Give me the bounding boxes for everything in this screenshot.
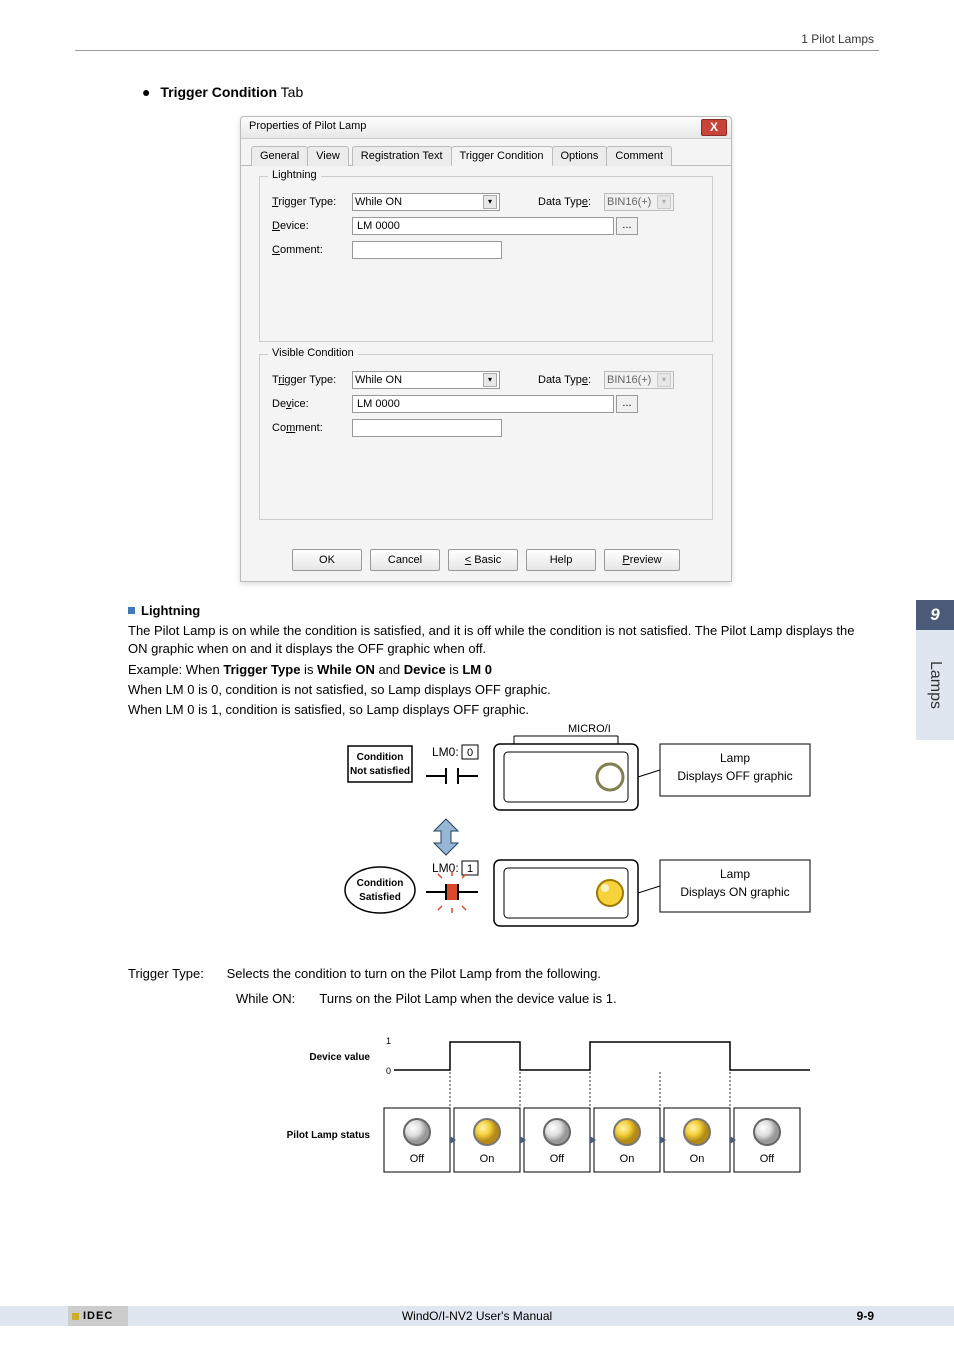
chevron-down-icon: ▾ <box>657 195 671 209</box>
device-label: Device: <box>272 220 352 232</box>
while-on-desc: Turns on the Pilot Lamp when the device … <box>319 991 616 1006</box>
svg-text:Not satisfied: Not satisfied <box>350 766 410 777</box>
svg-text:0: 0 <box>386 1066 391 1076</box>
trigger-type-dropdown-2[interactable]: While ON ▾ <box>352 371 500 389</box>
data-type-value-2: BIN16(+) <box>607 374 651 386</box>
trigger-type-dropdown[interactable]: While ON ▾ <box>352 193 500 211</box>
help-button[interactable]: Help <box>526 549 596 571</box>
svg-text:Lamp: Lamp <box>720 867 750 881</box>
footer-title: WindO/I-NV2 User's Manual <box>0 1309 954 1323</box>
svg-text:Off: Off <box>410 1153 425 1165</box>
p-example-line2: When LM 0 is 1, condition is satisfied, … <box>128 701 868 719</box>
svg-text:0: 0 <box>467 747 473 759</box>
comment-input[interactable] <box>352 241 502 259</box>
svg-text:LM0:: LM0: <box>432 861 459 875</box>
lightning-legend: Lightning <box>268 169 321 181</box>
while-on-lbl: While ON: <box>236 991 316 1006</box>
data-type-dropdown-2: BIN16(+) ▾ <box>604 371 674 389</box>
title-suffix: Tab <box>281 84 304 100</box>
condition-diagram: MICRO/I Condition Not satisfied LM0: 0 L… <box>308 720 818 950</box>
data-type-dropdown: BIN16(+) ▾ <box>604 193 674 211</box>
device-label-2: Device: <box>272 398 352 410</box>
comment-input-2[interactable] <box>352 419 502 437</box>
svg-text:Off: Off <box>760 1153 775 1165</box>
data-type-label-2: Data Type: <box>538 374 604 386</box>
svg-text:Condition: Condition <box>357 878 404 889</box>
preview-button[interactable]: Preview <box>604 549 680 571</box>
tab-registration-text[interactable]: Registration Text <box>352 146 452 166</box>
tab-options[interactable]: Options <box>552 146 608 166</box>
trigger-type-value-2: While ON <box>355 374 402 386</box>
tab-comment[interactable]: Comment <box>606 146 672 166</box>
dialog-title: Properties of Pilot Lamp <box>249 120 366 132</box>
data-type-value: BIN16(+) <box>607 196 651 208</box>
svg-text:Off: Off <box>550 1153 565 1165</box>
lightning-heading: Lightning <box>141 603 200 618</box>
lightning-fieldset: Lightning Trigger Type: While ON ▾ Data … <box>259 176 713 342</box>
trigger-type-value: While ON <box>355 196 402 208</box>
device-input[interactable] <box>352 217 614 235</box>
title-bold: Trigger Condition <box>160 84 277 100</box>
square-bullet-icon <box>128 607 135 614</box>
chevron-down-icon: ▾ <box>483 195 497 209</box>
visible-condition-fieldset: Visible Condition Trigger Type: While ON… <box>259 354 713 520</box>
tab-general[interactable]: General <box>251 146 308 166</box>
svg-text:Pilot Lamp status: Pilot Lamp status <box>287 1130 371 1141</box>
ok-button[interactable]: OK <box>292 549 362 571</box>
page-number: 9-9 <box>857 1309 874 1323</box>
close-icon[interactable]: X <box>701 119 727 136</box>
svg-text:Displays OFF graphic: Displays OFF graphic <box>677 769 792 783</box>
basic-button[interactable]: < Basic <box>448 549 518 571</box>
svg-text:Displays ON graphic: Displays ON graphic <box>680 885 789 899</box>
svg-text:Satisfied: Satisfied <box>359 892 401 903</box>
dialog-body: Lightning Trigger Type: While ON ▾ Data … <box>241 166 731 542</box>
side-tab: 9 Lamps <box>916 600 954 740</box>
p-example: Example: When Trigger Type is While ON a… <box>128 661 868 679</box>
svg-text:Device value: Device value <box>309 1052 370 1063</box>
svg-text:LM0:: LM0: <box>432 745 459 759</box>
waveform-diagram: Device value 1 0 Pilot Lamp status <box>250 1032 840 1202</box>
header-section: 1 Pilot Lamps <box>801 32 874 46</box>
p-example-line1: When LM 0 is 0, condition is not satisfi… <box>128 681 868 699</box>
trigger-type-label-2: Trigger Type: <box>272 374 352 386</box>
data-type-label: Data Type: <box>538 196 604 208</box>
properties-dialog: Properties of Pilot Lamp X General View … <box>240 116 732 582</box>
chevron-down-icon: ▾ <box>483 373 497 387</box>
svg-text:1: 1 <box>386 1036 391 1046</box>
tab-strip: General View Registration Text Trigger C… <box>241 139 731 166</box>
dialog-buttons: OK Cancel < Basic Help Preview <box>241 549 731 571</box>
visible-condition-legend: Visible Condition <box>268 347 358 359</box>
chapter-number: 9 <box>916 600 954 630</box>
chapter-label: Lamps <box>916 630 954 740</box>
p-lightning-desc: The Pilot Lamp is on while the condition… <box>128 622 868 658</box>
content-text: Lightning The Pilot Lamp is on while the… <box>128 600 868 721</box>
tab-trigger-condition[interactable]: Trigger Condition <box>451 146 553 166</box>
header-rule <box>75 50 879 51</box>
svg-text:On: On <box>480 1153 495 1165</box>
device-input-2[interactable] <box>352 395 614 413</box>
device-browse-button-2[interactable]: ... <box>616 395 638 413</box>
svg-text:On: On <box>690 1153 705 1165</box>
trigger-type-text: Trigger Type: Selects the condition to t… <box>128 966 868 1006</box>
trigger-type-desc: Selects the condition to turn on the Pil… <box>227 966 601 981</box>
tab-view[interactable]: View <box>307 146 349 166</box>
svg-text:On: On <box>620 1153 635 1165</box>
svg-text:Condition: Condition <box>357 752 404 763</box>
microi-label: MICRO/I <box>568 723 611 735</box>
chevron-down-icon: ▾ <box>657 373 671 387</box>
comment-label-2: Comment: <box>272 422 352 434</box>
trigger-type-label: Trigger Type: <box>272 196 352 208</box>
svg-text:1: 1 <box>467 863 473 875</box>
bullet-icon: ● <box>142 84 150 100</box>
page-footer: IDEC WindO/I-NV2 User's Manual 9-9 <box>0 1306 954 1326</box>
trigger-type-lbl: Trigger Type: <box>128 966 223 981</box>
svg-text:Lamp: Lamp <box>720 751 750 765</box>
device-browse-button[interactable]: ... <box>616 217 638 235</box>
comment-label: Comment: <box>272 244 352 256</box>
section-title: ● Trigger Condition Tab <box>142 84 303 100</box>
cancel-button[interactable]: Cancel <box>370 549 440 571</box>
dialog-titlebar: Properties of Pilot Lamp X <box>241 117 731 139</box>
